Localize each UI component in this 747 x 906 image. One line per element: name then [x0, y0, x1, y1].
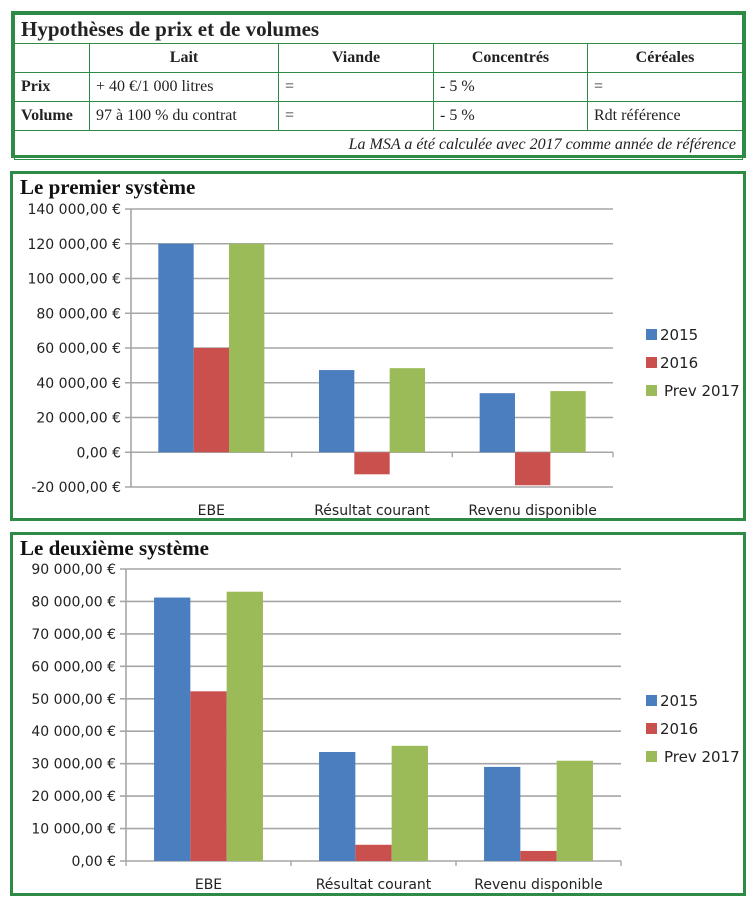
- x-category-label: EBE: [195, 877, 222, 893]
- chart-title: Le premier système: [20, 175, 196, 199]
- bar-2016: [354, 452, 390, 475]
- bar-2016: [355, 844, 392, 861]
- plot-area: -20 000,00 € 0,00 € 20 000,00 € 40 000,00 €…: [27, 202, 614, 518]
- x-category-label: Résultat courant: [314, 503, 430, 518]
- plot-area: 0,00 € 10 000,00 € 20 000,00 € 30 000,00 € 4…: [31, 562, 622, 893]
- legend-label: 2016: [660, 720, 698, 738]
- bar-prev-2017: [226, 591, 263, 861]
- table-cell: =: [587, 72, 743, 102]
- y-tick-label: 60 000,00 €: [36, 341, 121, 357]
- legend-swatch: [646, 751, 657, 762]
- table-cell: 97 à 100 % du contrat: [89, 101, 279, 131]
- y-tick-label: 20 000,00 €: [31, 789, 116, 805]
- table-cell: Rdt référence: [587, 101, 743, 131]
- bar-2015: [484, 766, 521, 861]
- y-tick-label: 40 000,00 €: [36, 376, 121, 392]
- y-tick-label: 0,00 €: [71, 854, 116, 870]
- table-note-row: La MSA a été calculée avec 2017 comme an…: [14, 130, 743, 160]
- chart-panel-premier-systeme: -20 000,00 € 0,00 € 20 000,00 € 40 000,00 €…: [10, 171, 746, 521]
- table-note: La MSA a été calculée avec 2017 comme an…: [14, 130, 743, 160]
- legend-swatch: [646, 357, 657, 368]
- table-cell: + 40 €/1 000 litres: [89, 72, 279, 102]
- legend: 2015 2016 Prev 2017: [646, 692, 740, 766]
- y-tick-label: -20 000,00 €: [31, 480, 121, 496]
- row-label-prix: Prix: [14, 72, 90, 102]
- legend-label: Prev 2017: [664, 748, 740, 766]
- bar-2016: [520, 850, 557, 861]
- y-tick-label: 40 000,00 €: [31, 724, 116, 740]
- bar-prev-2017: [391, 745, 428, 861]
- table-cell: =: [278, 72, 434, 102]
- legend-label: 2016: [660, 354, 698, 372]
- hypotheses-table: Hypothèses de prix et de volumes Lait Vi…: [14, 14, 743, 160]
- chart-panel-deuxieme-systeme: 0,00 € 10 000,00 € 20 000,00 € 30 000,00 € 4…: [10, 532, 746, 896]
- chart-title: Le deuxième système: [20, 536, 209, 560]
- header-cell-lait: Lait: [89, 43, 279, 73]
- hypotheses-table-panel: Hypothèses de prix et de volumes Lait Vi…: [11, 11, 746, 160]
- header-cell-concentres: Concentrés: [433, 43, 588, 73]
- table-row: Volume 97 à 100 % du contrat = - 5 % Rdt…: [14, 101, 743, 131]
- header-cell: [14, 43, 90, 73]
- bar-prev-2017: [550, 391, 586, 453]
- bar-2016: [514, 452, 551, 486]
- legend-label: 2015: [660, 692, 698, 710]
- legend: 2015 2016 Prev 2017: [646, 326, 740, 400]
- table-title-row: Hypothèses de prix et de volumes: [14, 14, 743, 44]
- bar-2015: [318, 370, 355, 453]
- x-category-label: Résultat courant: [316, 877, 432, 893]
- y-tick-label: 30 000,00 €: [31, 757, 116, 773]
- header-cell-cereales: Céréales: [587, 43, 743, 73]
- chart-deuxieme-systeme: 0,00 € 10 000,00 € 20 000,00 € 30 000,00 € 4…: [31, 562, 740, 893]
- legend-swatch: [646, 723, 657, 734]
- y-tick-label: 90 000,00 €: [31, 562, 116, 578]
- x-category-label: EBE: [198, 503, 225, 518]
- table-cell: =: [278, 101, 434, 131]
- y-tick-label: 0,00 €: [76, 445, 121, 461]
- y-tick-label: 60 000,00 €: [31, 659, 116, 675]
- header-cell-viande: Viande: [278, 43, 434, 73]
- y-tick-label: 70 000,00 €: [31, 627, 116, 643]
- bar-prev-2017: [229, 243, 265, 453]
- table-cell: - 5 %: [433, 72, 588, 102]
- bar-2015: [158, 243, 194, 453]
- y-tick-label: 80 000,00 €: [31, 594, 116, 610]
- x-category-label: Revenu disponible: [468, 503, 596, 518]
- legend-label: Prev 2017: [664, 382, 740, 400]
- bar-2016: [190, 691, 227, 861]
- y-tick-label: 80 000,00 €: [36, 306, 121, 322]
- bar-2015: [319, 751, 356, 861]
- legend-swatch: [646, 329, 657, 340]
- bar-prev-2017: [389, 368, 426, 453]
- legend-label: 2015: [660, 326, 698, 344]
- y-tick-label: 120 000,00 €: [27, 237, 121, 253]
- y-tick-label: 10 000,00 €: [31, 822, 116, 838]
- legend-swatch: [646, 695, 657, 706]
- y-tick-label: 100 000,00 €: [27, 272, 121, 288]
- bar-2015: [479, 393, 515, 453]
- y-tick-label: 50 000,00 €: [31, 692, 116, 708]
- y-tick-label: 140 000,00 €: [27, 202, 121, 218]
- chart-premier-systeme: -20 000,00 € 0,00 € 20 000,00 € 40 000,00 €…: [27, 202, 740, 518]
- y-tick-label: 20 000,00 €: [36, 411, 121, 427]
- legend-swatch: [646, 385, 657, 396]
- row-label-volume: Volume: [14, 101, 90, 131]
- bar-2015: [154, 597, 191, 861]
- table-title: Hypothèses de prix et de volumes: [14, 14, 743, 44]
- bar-prev-2017: [556, 760, 593, 861]
- table-cell: - 5 %: [433, 101, 588, 131]
- table-row: Prix + 40 €/1 000 litres = - 5 % =: [14, 72, 743, 102]
- table-header-row: Lait Viande Concentrés Céréales: [14, 43, 743, 73]
- x-category-label: Revenu disponible: [474, 877, 602, 893]
- bar-2016: [193, 348, 230, 453]
